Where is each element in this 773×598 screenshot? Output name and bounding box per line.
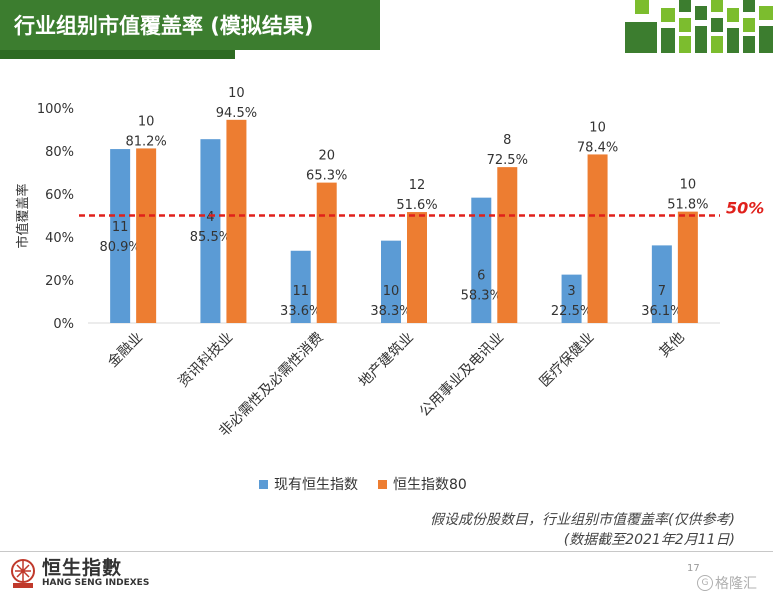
data-label-percent: 65.3% (306, 169, 347, 184)
x-tick-label: 公用事业及电讯业 (417, 330, 508, 421)
bar-current (200, 139, 221, 323)
x-tick-label: 资讯科技业 (175, 330, 236, 391)
data-label-count: 6 (477, 269, 485, 284)
data-label-count: 10 (383, 284, 400, 299)
data-label-percent: 85.5% (190, 230, 231, 245)
header-decoration (625, 0, 773, 53)
data-label-count: 4 (206, 210, 214, 225)
data-label-percent: 22.5% (551, 304, 592, 319)
page-title: 行业组别市值覆盖率 (模拟结果) (14, 14, 314, 38)
page-number: 17 (687, 563, 700, 574)
data-label-count: 10 (228, 86, 245, 101)
data-label-percent: 80.9% (99, 240, 140, 255)
data-label-count: 20 (318, 149, 335, 164)
data-label-count: 10 (589, 120, 606, 135)
header-bar (0, 0, 380, 50)
x-tick-label: 其他 (657, 330, 688, 361)
bar-hsi80 (677, 211, 698, 323)
legend-label-current: 现有恒生指数 (274, 477, 358, 493)
footnote-date: (数据截至2021年2月11日) (563, 532, 735, 548)
data-label-count: 11 (112, 220, 129, 235)
data-label-count: 10 (138, 114, 155, 129)
data-label-percent: 38.3% (370, 304, 411, 319)
logo-chinese-name: 恒生指數 (42, 557, 123, 579)
y-axis-label: 市值覆盖率 (15, 183, 31, 248)
data-label-percent: 58.3% (461, 289, 502, 304)
footnote-assumption: 假设成份股数目，行业组别市值覆盖率(仅供参考) (430, 512, 735, 528)
data-label-percent: 33.6% (280, 304, 321, 319)
legend-swatch-current (259, 479, 268, 489)
y-tick-label: 0% (53, 317, 74, 332)
watermark-mark-icon: G (697, 575, 713, 591)
y-tick-label: 40% (45, 231, 74, 246)
x-tick-label: 非必需性及必需性消费 (216, 330, 326, 440)
x-tick-label: 医疗保健业 (537, 330, 598, 391)
legend-item-hsi80: 恒生指数80 (378, 474, 467, 494)
legend-item-current: 现有恒生指数 (259, 474, 358, 494)
y-tick-label: 80% (45, 145, 74, 160)
bar-current (561, 274, 582, 323)
hsi-logo: 恒生指數 HANG SENG INDEXES (10, 558, 149, 589)
footer-divider (0, 551, 773, 552)
data-label-percent: 51.6% (396, 198, 437, 213)
watermark: G 格隆汇 (697, 573, 757, 593)
reference-line-label: 50% (726, 199, 764, 218)
bar-current (290, 250, 311, 323)
y-tick-label: 20% (45, 274, 74, 289)
y-tick-label: 100% (37, 102, 74, 117)
data-label-percent: 81.2% (125, 134, 166, 149)
bar-hsi80 (316, 182, 337, 323)
bar-chart: 0% 20% 40% 60% 80% 100% 市值覆盖率 11 80.9% 10 81.2% 金融业… (15, 86, 764, 440)
bar-current (651, 245, 672, 323)
data-label-count: 11 (292, 284, 309, 299)
legend-swatch-hsi80 (378, 479, 387, 489)
logo-english-name: HANG SENG INDEXES (42, 578, 150, 588)
header-underline (0, 50, 235, 59)
bar-hsi80 (497, 167, 518, 323)
data-label-count: 10 (680, 178, 697, 193)
legend-label-hsi80: 恒生指数80 (393, 477, 467, 493)
x-tick-label: 地产建筑业 (356, 330, 417, 391)
data-label-percent: 51.8% (667, 198, 708, 213)
bar-hsi80 (226, 119, 247, 323)
data-label-percent: 36.1% (641, 304, 682, 319)
watermark-text: 格隆汇 (715, 576, 757, 592)
bar-current (110, 149, 131, 323)
data-label-percent: 94.5% (216, 106, 257, 121)
bar-hsi80 (587, 154, 608, 323)
x-tick-label: 金融业 (105, 330, 146, 371)
data-label-count: 7 (658, 284, 666, 299)
hsi-emblem-icon (11, 558, 35, 588)
y-tick-label: 60% (45, 188, 74, 203)
chart-legend: 现有恒生指数 恒生指数80 (259, 474, 467, 494)
data-label-percent: 78.4% (577, 140, 618, 155)
bar-hsi80 (407, 212, 427, 323)
bar-current (381, 240, 401, 323)
data-label-percent: 72.5% (487, 153, 528, 168)
data-label-count: 8 (503, 133, 511, 148)
data-label-count: 12 (409, 178, 426, 193)
bar-current (471, 197, 492, 323)
data-label-count: 3 (567, 284, 575, 299)
bar-hsi80 (136, 148, 157, 323)
